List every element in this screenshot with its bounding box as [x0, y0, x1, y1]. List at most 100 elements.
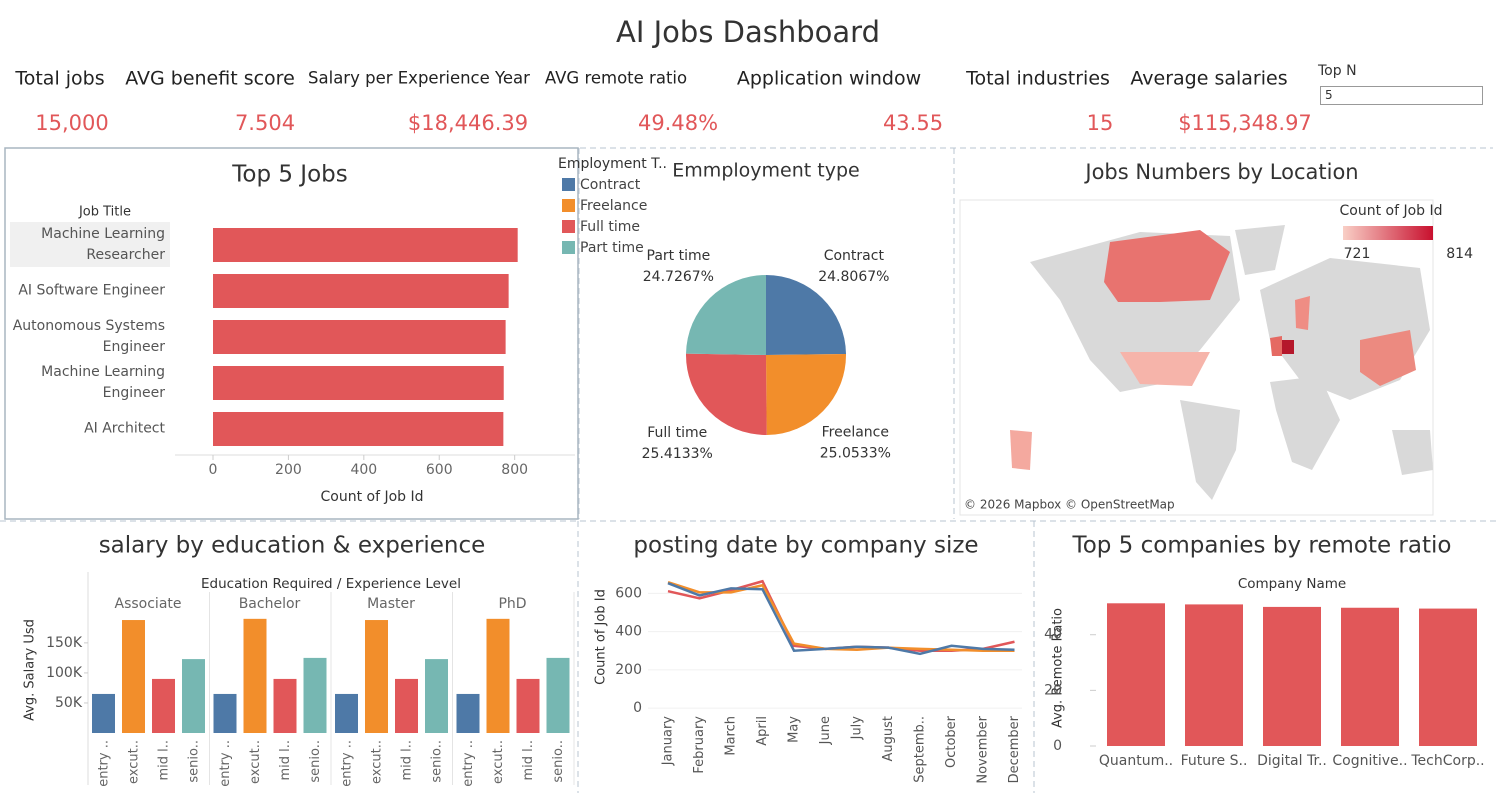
land	[1235, 225, 1285, 275]
bar	[182, 659, 205, 733]
line-series	[667, 581, 1015, 652]
slice-label: Full time	[647, 425, 707, 441]
x-tick-label: senio..	[308, 740, 323, 783]
bar	[243, 618, 267, 733]
country	[1282, 340, 1294, 354]
chart-title: Top 5 Jobs	[231, 162, 348, 188]
y-tick-label: AI Software Engineer	[18, 282, 165, 299]
bar	[213, 366, 504, 400]
y-tick-label: 50K	[55, 695, 83, 711]
colorbar-max: 814	[1446, 246, 1473, 262]
land	[1392, 430, 1433, 475]
slice-value: 25.4133%	[642, 446, 713, 462]
y-tick-label: 600	[615, 585, 642, 601]
bar	[303, 657, 327, 733]
slice-value: 24.7267%	[643, 269, 714, 285]
axis-title: Avg. Salary Usd	[23, 619, 38, 721]
kpi-label: Average salaries	[1130, 68, 1287, 90]
country	[1270, 336, 1282, 356]
y-tick-label: 100K	[46, 665, 83, 681]
bar	[213, 412, 504, 446]
facet-header: Education Required / Experience Level	[201, 576, 461, 592]
x-tick-label: Cognitive..	[1332, 753, 1407, 769]
x-tick-label: Quantum..	[1099, 753, 1173, 769]
x-tick-label: senio..	[551, 740, 566, 783]
top-n-input[interactable]: 5	[1320, 86, 1483, 105]
kpi-label: Total industries	[965, 68, 1110, 90]
country	[1295, 296, 1310, 330]
bar	[516, 678, 540, 733]
x-tick-label: excut..	[127, 740, 142, 784]
x-tick-label: August	[881, 716, 896, 762]
y-tick-label: AI Architect	[84, 420, 165, 437]
colorbar-title: Count of Job Id	[1339, 203, 1442, 219]
legend-title: Employment T..	[558, 156, 667, 172]
legend-swatch	[562, 220, 575, 233]
kpi-value: 15	[1087, 111, 1114, 135]
x-tick-label: mid l..	[521, 740, 536, 781]
bar	[1263, 606, 1321, 746]
y-tick-label: Autonomous Systems Engineer	[12, 318, 165, 355]
kpi-label: Total jobs	[14, 68, 104, 90]
row-highlight	[10, 222, 170, 267]
x-tick-label: April	[755, 716, 770, 746]
country	[1104, 230, 1230, 302]
legend-swatch	[562, 199, 575, 212]
chart-title: salary by education & experience	[99, 533, 486, 559]
y-tick-label: 0	[633, 700, 642, 716]
slice-value: 25.0533%	[820, 445, 891, 461]
y-tick-label: Machine Learning Engineer	[41, 364, 165, 401]
bar	[213, 320, 506, 354]
x-tick-label: senio..	[187, 740, 202, 783]
legend-label: Part time	[580, 240, 644, 256]
kpi-value: 7.504	[235, 111, 295, 135]
x-tick-label: February	[692, 716, 707, 774]
facet-label: PhD	[498, 596, 526, 612]
x-tick-label: June	[818, 716, 833, 745]
x-tick-label: November	[976, 715, 991, 783]
y-tick-label: 0	[1053, 738, 1062, 754]
bar	[546, 657, 570, 733]
pie-slice	[686, 353, 767, 436]
y-tick-label: 200	[615, 662, 642, 678]
x-tick-label: 800	[501, 462, 528, 478]
slice-label: Part time	[647, 248, 711, 264]
y-tick-label: 150K	[46, 635, 83, 651]
chart-title: posting date by company size	[633, 533, 978, 559]
bar	[1107, 603, 1165, 746]
x-tick-label: mid l..	[157, 740, 172, 781]
pie-slice	[766, 354, 846, 435]
chart-title: Jobs Numbers by Location	[1083, 160, 1358, 184]
x-tick-label: entry ..	[218, 740, 233, 787]
country	[1010, 430, 1032, 470]
land	[1270, 376, 1340, 470]
kpi-value: $115,348.97	[1178, 111, 1312, 135]
kpi-label: AVG benefit score	[125, 68, 295, 90]
chart-title: Top 5 companies by remote ratio	[1072, 533, 1452, 559]
x-tick-label: 400	[350, 462, 377, 478]
bar	[395, 678, 418, 733]
panel-frame	[4, 147, 579, 520]
dashboard-title: AI Jobs Dashboard	[616, 15, 880, 49]
y-tick-label: 400	[615, 624, 642, 640]
slice-label: Freelance	[822, 424, 889, 440]
land	[1180, 400, 1240, 500]
kpi-label: Salary per Experience Year	[308, 69, 530, 88]
x-tick-label: 200	[275, 462, 302, 478]
x-tick-label: March	[724, 716, 739, 756]
bar	[213, 274, 509, 308]
x-tick-label: senio..	[430, 740, 445, 783]
x-tick-label: Digital Tr..	[1257, 753, 1327, 769]
line-series	[667, 582, 1015, 656]
x-tick-label: December	[1007, 715, 1022, 783]
bar	[213, 228, 518, 262]
attribution: © 2026 Mapbox © OpenStreetMap	[964, 498, 1175, 512]
x-tick-label: July	[850, 716, 865, 741]
bar	[213, 693, 237, 733]
colorbar	[1343, 226, 1433, 240]
x-tick-label: mid l..	[400, 740, 415, 781]
legend-swatch	[562, 241, 575, 254]
legend-label: Contract	[580, 177, 641, 193]
